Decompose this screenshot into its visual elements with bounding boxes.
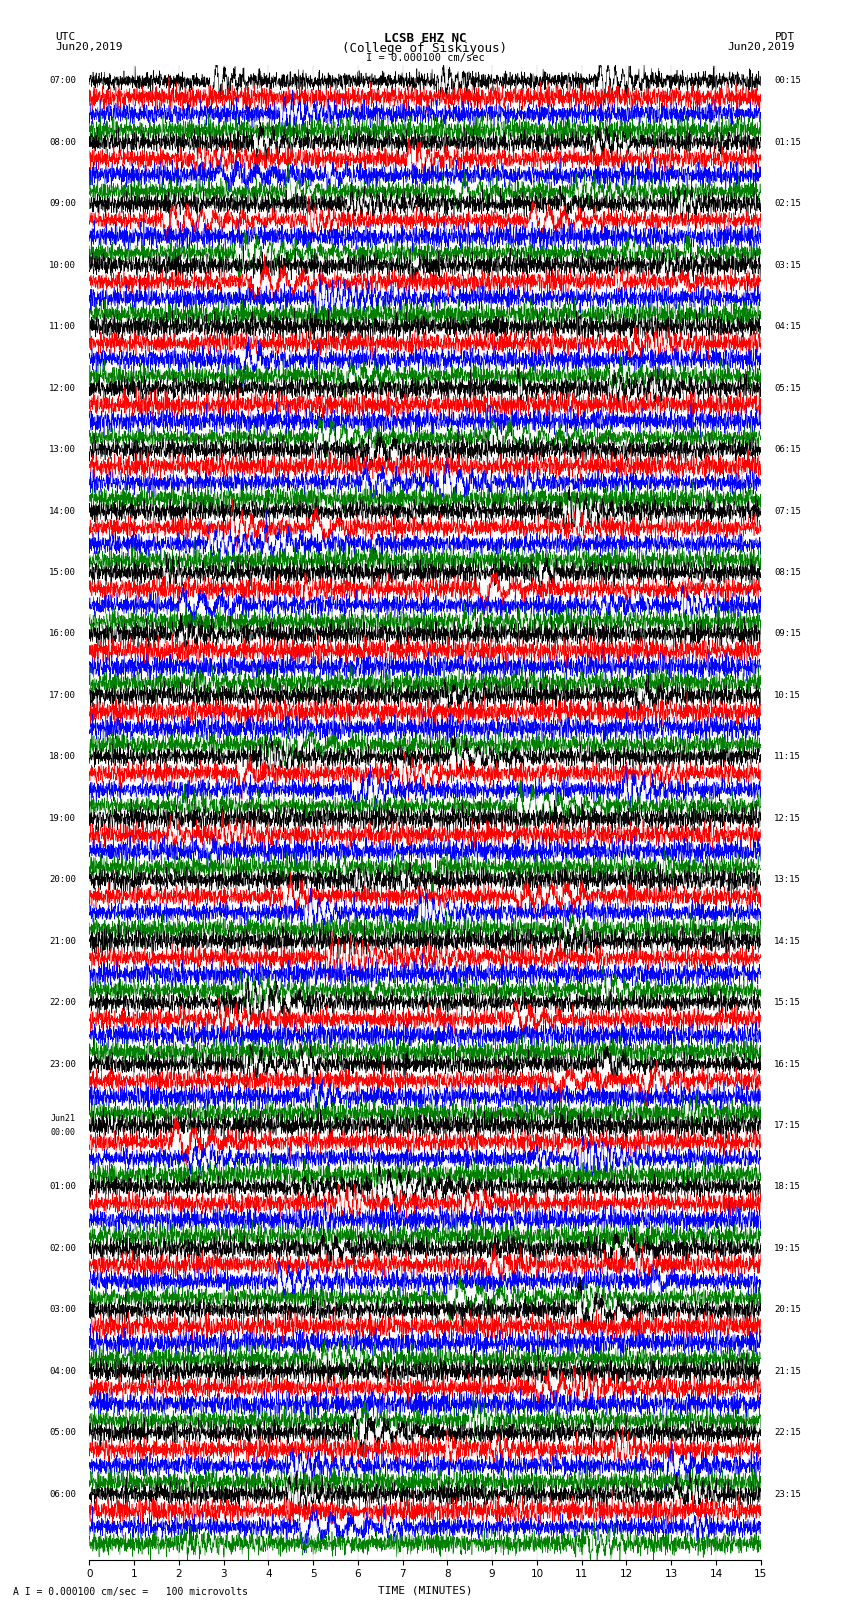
Text: 22:15: 22:15 [774, 1428, 801, 1437]
Text: Jun21: Jun21 [51, 1115, 76, 1123]
Text: 08:00: 08:00 [49, 137, 76, 147]
X-axis label: TIME (MINUTES): TIME (MINUTES) [377, 1586, 473, 1595]
Text: 14:00: 14:00 [49, 506, 76, 516]
Text: 18:15: 18:15 [774, 1182, 801, 1192]
Text: 12:15: 12:15 [774, 815, 801, 823]
Text: 10:15: 10:15 [774, 690, 801, 700]
Text: 16:00: 16:00 [49, 629, 76, 639]
Text: 20:15: 20:15 [774, 1305, 801, 1315]
Text: 17:00: 17:00 [49, 690, 76, 700]
Text: 02:15: 02:15 [774, 200, 801, 208]
Text: 21:00: 21:00 [49, 937, 76, 945]
Text: 03:00: 03:00 [49, 1305, 76, 1315]
Text: 07:00: 07:00 [49, 76, 76, 85]
Text: (College of Siskiyous): (College of Siskiyous) [343, 42, 507, 55]
Text: 16:15: 16:15 [774, 1060, 801, 1068]
Text: 04:00: 04:00 [49, 1366, 76, 1376]
Text: 00:15: 00:15 [774, 76, 801, 85]
Text: 02:00: 02:00 [49, 1244, 76, 1253]
Text: 12:00: 12:00 [49, 384, 76, 392]
Text: 19:00: 19:00 [49, 815, 76, 823]
Text: 07:15: 07:15 [774, 506, 801, 516]
Text: LCSB EHZ NC: LCSB EHZ NC [383, 32, 467, 45]
Text: 11:15: 11:15 [774, 752, 801, 761]
Text: 22:00: 22:00 [49, 998, 76, 1007]
Text: 23:15: 23:15 [774, 1490, 801, 1498]
Text: 19:15: 19:15 [774, 1244, 801, 1253]
Text: 13:15: 13:15 [774, 876, 801, 884]
Text: 14:15: 14:15 [774, 937, 801, 945]
Text: 15:00: 15:00 [49, 568, 76, 577]
Text: PDT: PDT [774, 32, 795, 42]
Text: 05:15: 05:15 [774, 384, 801, 392]
Text: 21:15: 21:15 [774, 1366, 801, 1376]
Text: 00:00: 00:00 [51, 1127, 76, 1137]
Text: 20:00: 20:00 [49, 876, 76, 884]
Text: 01:00: 01:00 [49, 1182, 76, 1192]
Text: 13:00: 13:00 [49, 445, 76, 455]
Text: 17:15: 17:15 [774, 1121, 801, 1131]
Text: UTC: UTC [55, 32, 76, 42]
Text: 08:15: 08:15 [774, 568, 801, 577]
Text: 01:15: 01:15 [774, 137, 801, 147]
Text: 18:00: 18:00 [49, 752, 76, 761]
Text: Jun20,2019: Jun20,2019 [728, 42, 795, 52]
Text: A I = 0.000100 cm/sec =   100 microvolts: A I = 0.000100 cm/sec = 100 microvolts [13, 1587, 247, 1597]
Text: 09:00: 09:00 [49, 200, 76, 208]
Text: Jun20,2019: Jun20,2019 [55, 42, 122, 52]
Text: 05:00: 05:00 [49, 1428, 76, 1437]
Text: 09:15: 09:15 [774, 629, 801, 639]
Text: 06:15: 06:15 [774, 445, 801, 455]
Text: 06:00: 06:00 [49, 1490, 76, 1498]
Text: 10:00: 10:00 [49, 261, 76, 269]
Text: I = 0.000100 cm/sec: I = 0.000100 cm/sec [366, 53, 484, 63]
Text: 15:15: 15:15 [774, 998, 801, 1007]
Text: 11:00: 11:00 [49, 323, 76, 331]
Text: 23:00: 23:00 [49, 1060, 76, 1068]
Text: 03:15: 03:15 [774, 261, 801, 269]
Text: 04:15: 04:15 [774, 323, 801, 331]
